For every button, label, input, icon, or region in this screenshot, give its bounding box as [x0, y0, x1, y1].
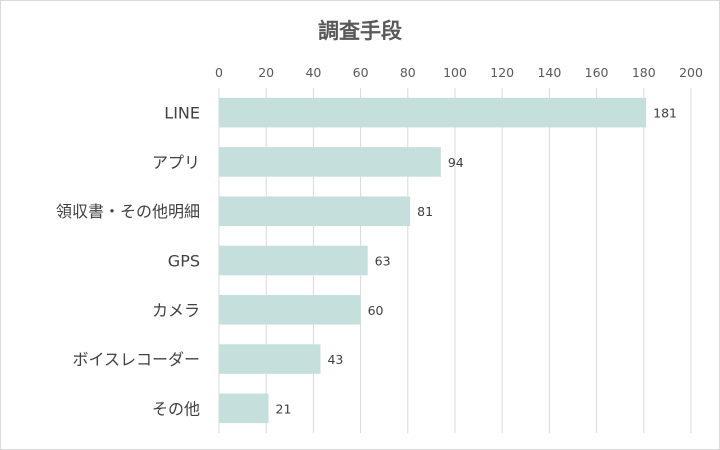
bar — [219, 196, 411, 226]
x-tick-label: 40 — [305, 65, 321, 80]
x-tick-label: 20 — [258, 65, 274, 80]
category-label: その他 — [152, 399, 200, 418]
category-label: GPS — [168, 252, 200, 271]
x-tick-label: 140 — [537, 65, 561, 80]
x-tick-label: 180 — [632, 65, 656, 80]
category-label: カメラ — [152, 301, 200, 320]
data-label: 94 — [448, 155, 464, 170]
bar — [219, 97, 647, 128]
x-tick-label: 60 — [353, 65, 369, 80]
x-tick-label: 0 — [215, 65, 223, 80]
x-tick-label: 80 — [400, 65, 416, 80]
bar — [219, 147, 441, 177]
data-label: 63 — [375, 254, 391, 269]
data-label: 21 — [276, 401, 292, 416]
data-label: 81 — [417, 204, 433, 219]
x-tick-label: 160 — [585, 65, 609, 80]
data-label: 43 — [327, 352, 343, 367]
category-label: LINE — [164, 104, 200, 123]
category-label: ボイスレコーダー — [72, 350, 200, 369]
x-tick-label: 120 — [490, 65, 514, 80]
bar — [219, 295, 361, 325]
category-label: アプリ — [152, 153, 200, 172]
data-label: 181 — [653, 106, 677, 121]
data-label: 60 — [368, 303, 384, 318]
x-tick-label: 200 — [679, 65, 703, 80]
bar — [219, 245, 368, 276]
category-label: 領収書・その他明細 — [56, 202, 200, 221]
x-tick-label: 100 — [443, 65, 467, 80]
bar — [219, 344, 321, 374]
chart-title: 調査手段 — [318, 19, 402, 43]
bar — [219, 393, 269, 424]
